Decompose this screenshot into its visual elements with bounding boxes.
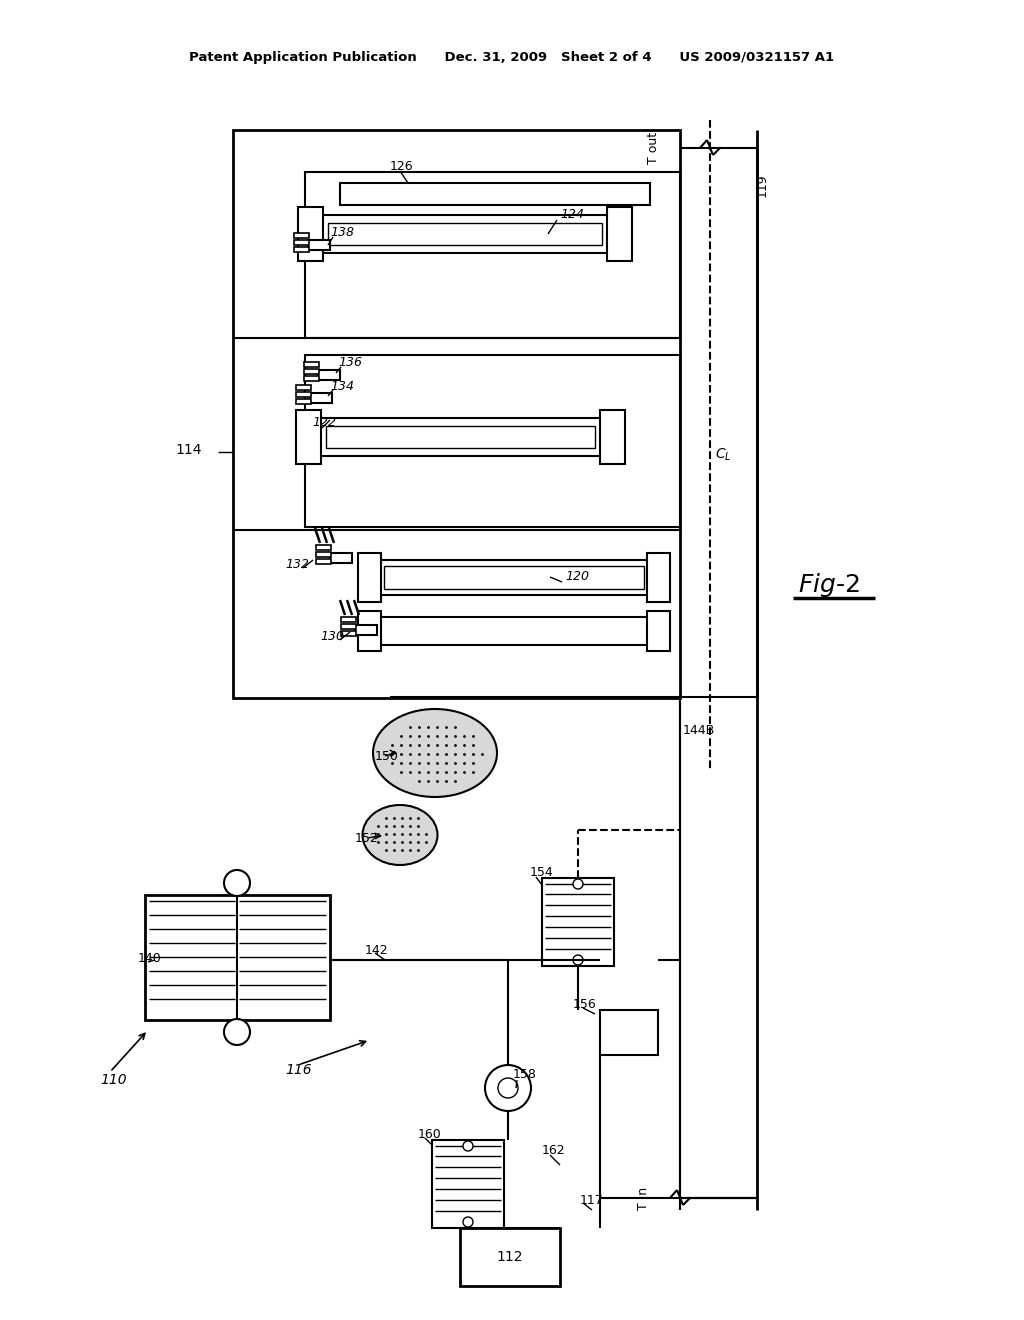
Text: 119: 119	[756, 173, 768, 197]
Text: 124: 124	[560, 209, 584, 222]
Bar	[460, 1228, 560, 1286]
Circle shape	[463, 1140, 473, 1151]
Bar	[542, 878, 614, 966]
Bar	[341, 616, 356, 622]
Bar	[233, 129, 680, 698]
Ellipse shape	[362, 805, 437, 865]
Bar	[310, 393, 332, 403]
Ellipse shape	[373, 709, 497, 797]
Bar	[294, 234, 309, 238]
Text: 150: 150	[375, 750, 399, 763]
Circle shape	[573, 879, 583, 888]
Text: 136: 136	[338, 355, 362, 368]
Bar	[294, 240, 309, 246]
Bar	[296, 392, 311, 397]
Text: 144B: 144B	[683, 723, 715, 737]
Bar	[355, 624, 377, 635]
Bar	[607, 207, 632, 261]
Bar	[296, 399, 311, 404]
Bar	[600, 1010, 658, 1055]
Bar	[304, 362, 319, 367]
Bar	[296, 385, 311, 389]
Circle shape	[485, 1065, 531, 1111]
Text: 117: 117	[580, 1193, 604, 1206]
Text: 138: 138	[330, 226, 354, 239]
Bar	[647, 611, 670, 651]
Text: T out: T out	[647, 132, 660, 164]
Bar	[145, 895, 330, 1020]
Bar	[358, 611, 381, 651]
Bar	[600, 411, 625, 465]
Text: 132: 132	[285, 557, 309, 570]
Text: 140: 140	[138, 952, 162, 965]
Bar	[296, 411, 321, 465]
Bar	[384, 566, 644, 589]
Circle shape	[463, 1217, 473, 1228]
Bar	[328, 223, 602, 246]
Circle shape	[498, 1078, 518, 1098]
Text: 134: 134	[330, 380, 354, 392]
Text: 116: 116	[285, 1063, 311, 1077]
Text: 112: 112	[497, 1250, 523, 1265]
Bar	[316, 558, 331, 564]
Text: Patent Application Publication      Dec. 31, 2009   Sheet 2 of 4      US 2009/03: Patent Application Publication Dec. 31, …	[189, 51, 835, 65]
Text: $C_L$: $C_L$	[715, 446, 731, 463]
Bar	[318, 370, 340, 380]
Text: 110: 110	[100, 1073, 127, 1086]
Bar	[378, 560, 650, 595]
Text: $\it{Fig}$-2: $\it{Fig}$-2	[798, 572, 860, 599]
Bar	[298, 207, 323, 261]
Text: 162: 162	[542, 1143, 565, 1156]
Text: 152: 152	[355, 832, 379, 845]
Bar	[305, 172, 680, 338]
Bar	[358, 553, 381, 602]
Text: 142: 142	[365, 944, 389, 957]
Text: 122: 122	[312, 417, 336, 429]
Text: 114: 114	[175, 444, 202, 457]
Bar	[308, 240, 330, 249]
Bar	[316, 545, 331, 550]
Bar	[341, 624, 356, 630]
Circle shape	[224, 870, 250, 896]
Bar	[432, 1140, 504, 1228]
Bar	[330, 553, 352, 564]
Bar	[316, 552, 331, 557]
Circle shape	[573, 954, 583, 965]
Bar	[319, 215, 610, 253]
Text: 158: 158	[513, 1068, 537, 1081]
Text: 160: 160	[418, 1129, 441, 1142]
Circle shape	[224, 1019, 250, 1045]
Bar	[318, 418, 603, 455]
Bar	[326, 426, 595, 447]
Bar	[294, 247, 309, 252]
Bar	[304, 370, 319, 374]
Text: 120: 120	[565, 570, 589, 583]
Text: 154: 154	[530, 866, 554, 879]
Bar	[378, 616, 650, 645]
Bar	[304, 376, 319, 381]
Bar	[647, 553, 670, 602]
Bar	[305, 355, 680, 527]
Text: 130: 130	[319, 630, 344, 643]
Bar	[340, 183, 650, 205]
Text: T in: T in	[637, 1187, 650, 1209]
Text: 156: 156	[573, 998, 597, 1011]
Text: 126: 126	[390, 161, 414, 173]
Bar	[341, 631, 356, 636]
